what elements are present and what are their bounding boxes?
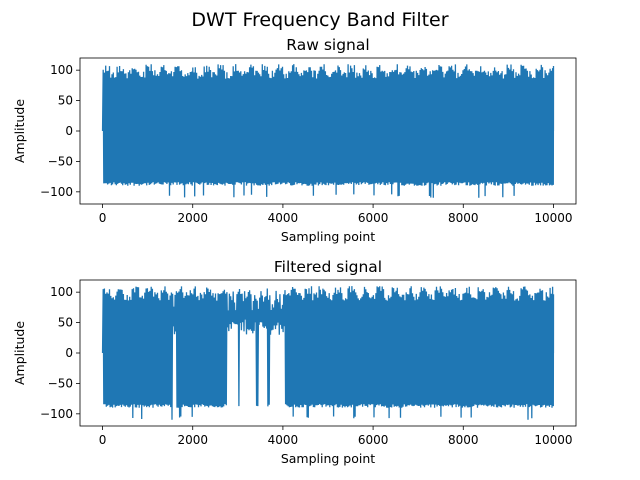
x-tick-label: 4000 [268, 433, 299, 447]
y-axis-label: Amplitude [12, 99, 27, 163]
x-axis-label: Sampling point [281, 229, 375, 244]
y-tick-label: 0 [65, 124, 73, 138]
x-tick-label: 2000 [177, 433, 208, 447]
x-tick-label: 6000 [358, 211, 389, 225]
y-tick-label: −100 [40, 185, 73, 199]
x-tick-label: 0 [99, 433, 107, 447]
raw-signal-subplot: Raw signal 0 2000 4000 6000 8000 10000 −100 −50 0… [12, 36, 577, 244]
signal-line [101, 64, 555, 198]
y-axis-label: Amplitude [12, 321, 27, 385]
x-tick-label: 8000 [448, 211, 479, 225]
y-tick-label: −50 [48, 154, 73, 168]
y-tick-label: 50 [58, 94, 73, 108]
y-tick-label: 100 [50, 285, 73, 299]
x-tick-label: 0 [99, 211, 107, 225]
subplot-title: Raw signal [286, 36, 369, 54]
y-tick-label: 50 [58, 316, 73, 330]
subplot-title: Filtered signal [274, 258, 382, 276]
x-axis-label: Sampling point [281, 451, 375, 466]
y-tick-label: 0 [65, 346, 73, 360]
y-tick-label: −50 [48, 376, 73, 390]
x-tick-label: 4000 [268, 211, 299, 225]
y-tick-label: 100 [50, 63, 73, 77]
x-tick-label: 6000 [358, 433, 389, 447]
x-tick-label: 10000 [534, 211, 572, 225]
x-tick-label: 2000 [177, 211, 208, 225]
x-tick-label: 8000 [448, 433, 479, 447]
figure-title: DWT Frequency Band Filter [191, 9, 448, 31]
signal-line [101, 286, 555, 420]
x-tick-label: 10000 [534, 433, 572, 447]
filtered-signal-subplot: Filtered signal 0 2000 4000 6000 8000 10000 −10… [12, 258, 577, 466]
y-tick-label: −100 [40, 407, 73, 421]
